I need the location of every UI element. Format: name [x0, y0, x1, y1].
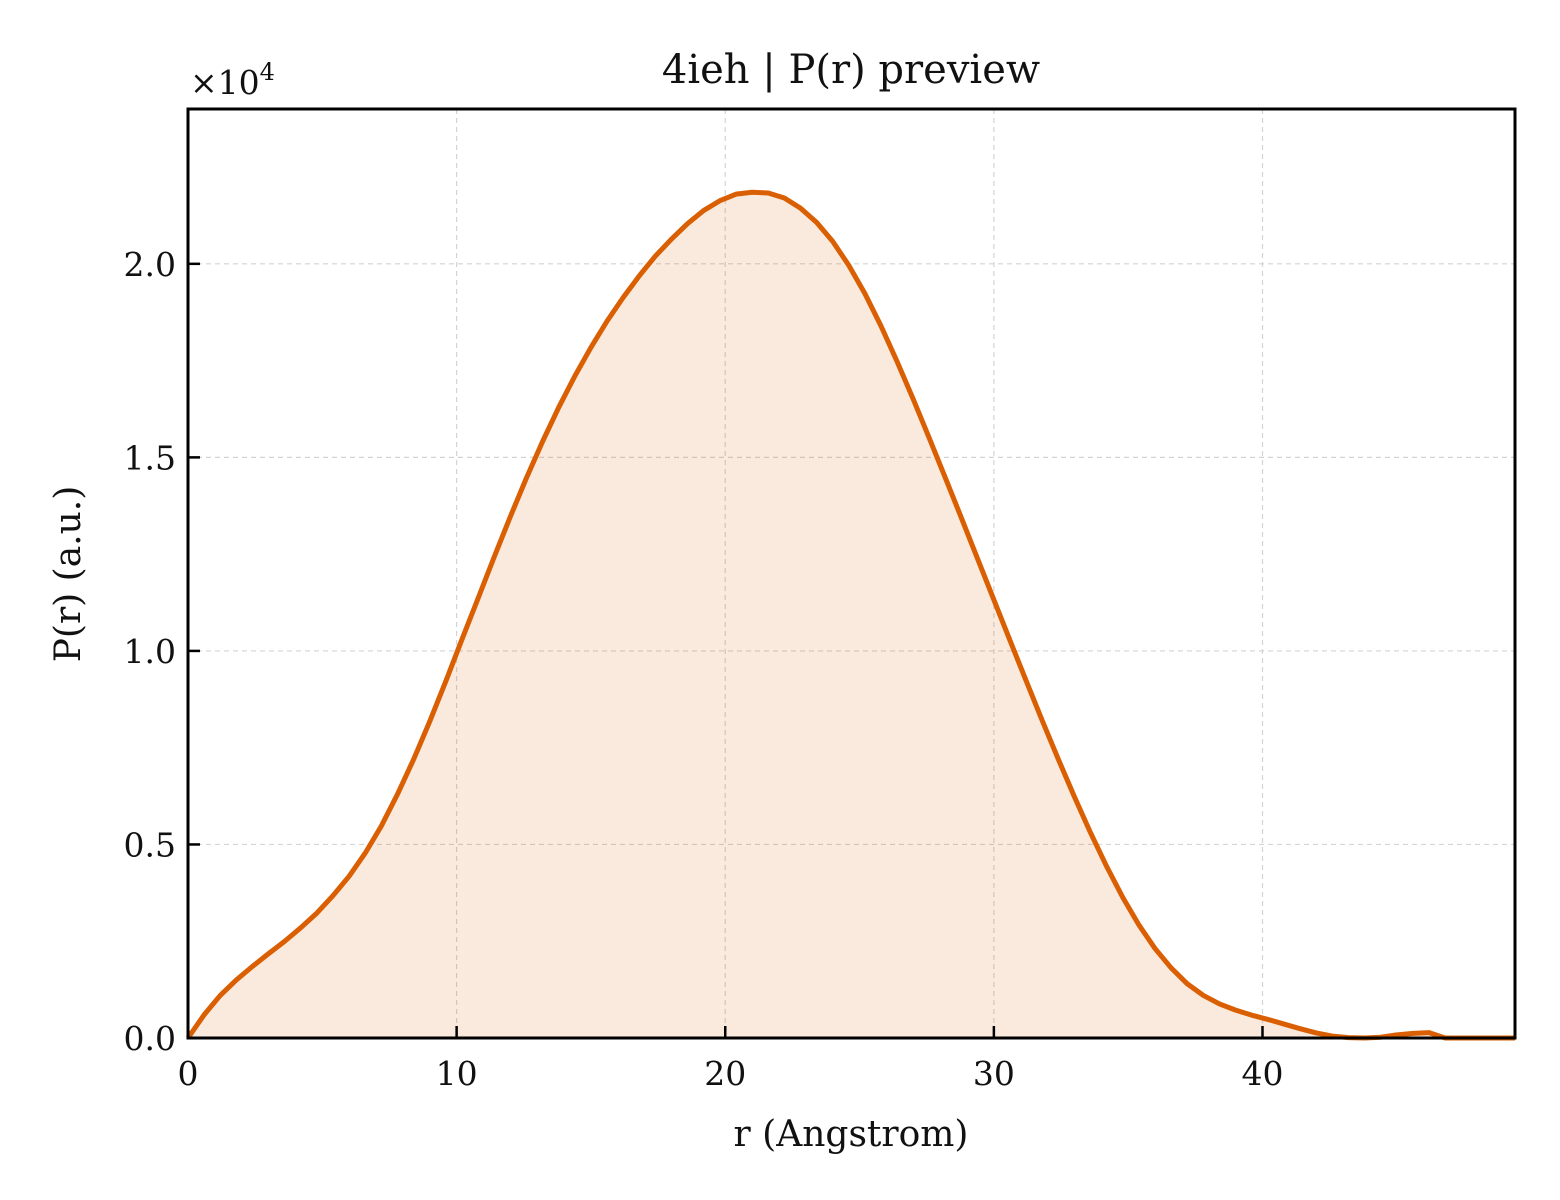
grid [188, 109, 1515, 1038]
y-axis-multiplier: ×104 [190, 58, 275, 102]
x-tick-label: 30 [973, 1054, 1015, 1093]
plot-frame [186, 107, 1517, 1040]
y-tick-label: 0.5 [124, 825, 176, 864]
tick-labels: 0 10 20 30 40 0.0 0.5 1.0 1.5 2.0 [124, 245, 1284, 1093]
x-tick-label: 10 [436, 1054, 478, 1093]
chart-title: 4ieh | P(r) preview [662, 47, 1040, 93]
y-tick-label: 1.5 [124, 438, 176, 477]
y-multiplier-exponent: 4 [260, 58, 275, 86]
y-tick-label: 0.0 [124, 1019, 176, 1058]
x-axis-label: r (Angstrom) [734, 1114, 969, 1155]
y-tick-label: 1.0 [124, 632, 176, 671]
x-tick-label: 0 [178, 1054, 199, 1093]
pr-area-fill [188, 192, 1515, 1039]
y-axis-label: P(r) (a.u.) [48, 486, 89, 663]
y-multiplier-base: ×10 [190, 63, 260, 102]
y-tick-label: 2.0 [124, 245, 176, 284]
axis-ticks [186, 262, 1264, 1040]
pr-series-line [185, 189, 1515, 1041]
x-tick-label: 20 [704, 1054, 746, 1093]
x-tick-label: 40 [1241, 1054, 1283, 1093]
